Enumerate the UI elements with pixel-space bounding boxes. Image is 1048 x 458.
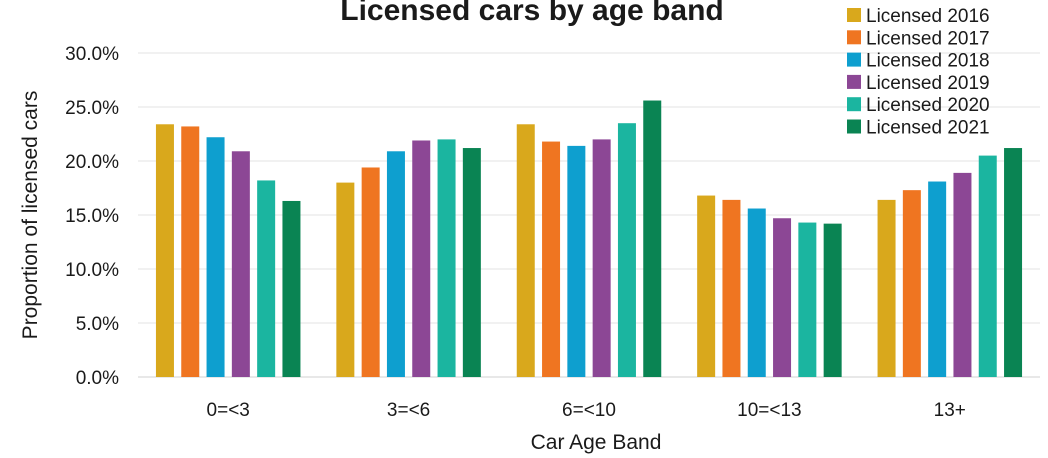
y-axis-label: Proportion of licensed cars [19,91,42,340]
bar [361,167,380,377]
y-tick-label: 20.0% [65,152,119,173]
y-tick-label: 0.0% [76,368,119,389]
bar [516,124,535,377]
x-axis-ticks: 0=<3 3=<6 6=<10 10=<13 13+ [207,400,966,421]
legend-swatch [847,119,861,134]
y-tick-label: 15.0% [65,206,119,227]
chart-title: Licensed cars by age band [340,0,723,27]
bar [643,100,662,378]
bar [231,151,250,377]
bar [542,141,561,377]
legend-label: Licensed 2021 [866,118,990,139]
bar [747,208,766,377]
bar [953,172,972,377]
bar [155,124,174,377]
legend-label: Licensed 2016 [866,6,990,27]
bar [181,126,200,377]
x-tick-label: 0=<3 [207,400,250,421]
bar [902,190,921,377]
legend-label: Licensed 2018 [866,51,990,72]
bar [437,139,456,377]
bar [823,223,842,377]
bar [877,199,896,377]
bar [336,182,355,377]
bar [462,148,481,377]
bar [773,218,792,377]
x-axis-label: Car Age Band [531,431,662,454]
x-tick-label: 3=<6 [387,400,430,421]
bar [386,151,405,377]
legend-swatch [847,30,861,45]
x-tick-label: 10=<13 [737,400,801,421]
bar [617,123,636,377]
bar [206,137,225,377]
legend-swatch [847,52,861,67]
legend-swatch [847,97,861,112]
bar [978,155,997,377]
x-tick-label: 13+ [934,400,966,421]
bar [697,195,716,377]
bar [592,139,611,377]
bar [257,180,276,377]
y-tick-label: 30.0% [65,44,119,65]
bar [928,181,947,377]
bar [567,145,586,377]
legend-label: Licensed 2019 [866,73,990,94]
bars [155,100,1023,378]
bar [282,200,301,377]
legend-label: Licensed 2017 [866,28,990,49]
legend-swatch [847,74,861,89]
y-axis-ticks: 0.0% 5.0% 10.0% 15.0% 20.0% 25.0% 30.0% [65,44,119,389]
legend-label: Licensed 2020 [866,95,990,116]
bar [798,222,817,377]
bar [412,140,431,377]
bar [722,199,741,377]
y-tick-label: 5.0% [76,314,119,335]
bar [1004,148,1023,377]
y-tick-label: 10.0% [65,260,119,281]
y-tick-label: 25.0% [65,98,119,119]
x-tick-label: 6=<10 [562,400,616,421]
legend-swatch [847,8,861,22]
